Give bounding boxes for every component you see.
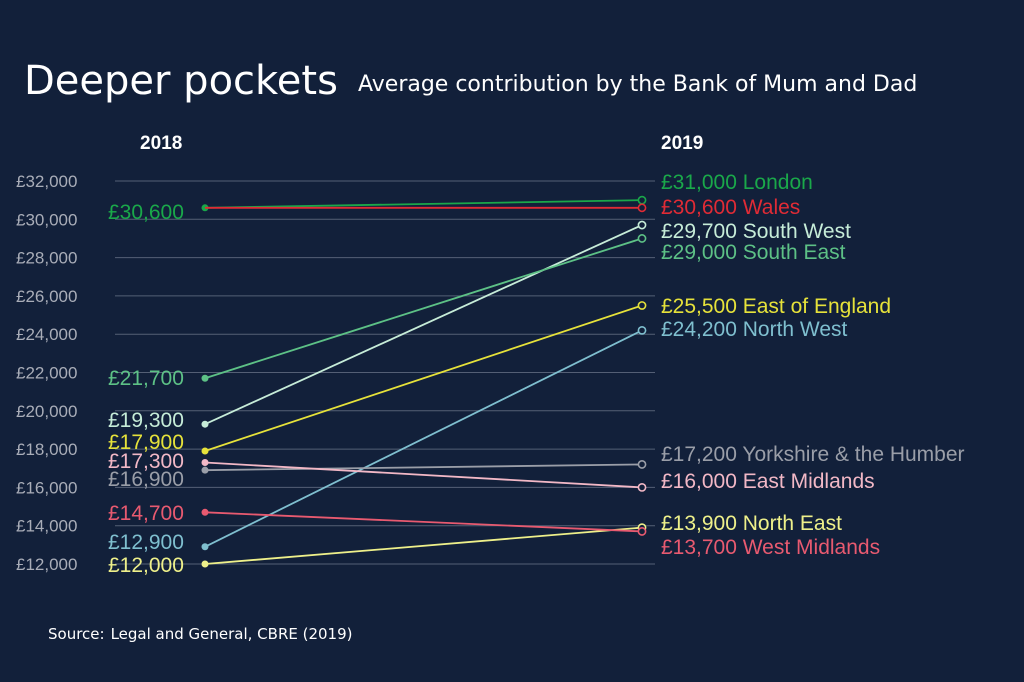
y-tick-label: £22,000 bbox=[16, 364, 77, 383]
series-line bbox=[204, 224, 643, 426]
series-line bbox=[204, 199, 643, 209]
data-label-2019: £17,200 Yorkshire & the Humber bbox=[661, 443, 965, 466]
point-2018 bbox=[201, 420, 209, 428]
data-label-2018: £12,900 bbox=[108, 531, 184, 554]
data-label-2019: £29,700 South West bbox=[661, 220, 851, 243]
point-2018 bbox=[201, 374, 209, 382]
data-label-2019: £29,000 South East bbox=[661, 241, 846, 264]
series-line bbox=[204, 304, 643, 452]
point-2018 bbox=[201, 447, 209, 455]
point-2018 bbox=[201, 466, 209, 474]
point-2019 bbox=[637, 220, 647, 230]
source-text: Legal and General, CBRE (2019) bbox=[110, 625, 353, 643]
point-2019 bbox=[637, 301, 647, 310]
data-label-2019: £31,000 London bbox=[661, 171, 813, 194]
data-label-2018: £12,000 bbox=[108, 554, 184, 577]
point-2019 bbox=[637, 460, 647, 469]
point-2019 bbox=[637, 325, 647, 335]
point-2019 bbox=[637, 482, 647, 492]
series-line bbox=[204, 526, 643, 565]
data-label-2018: £21,700 bbox=[108, 367, 184, 390]
point-2019 bbox=[637, 203, 647, 213]
data-label-2019: £13,700 West Midlands bbox=[661, 536, 880, 559]
column-header-2018: 2018 bbox=[140, 133, 183, 154]
column-header-2019: 2019 bbox=[661, 133, 704, 154]
data-label-2019: £13,900 North East bbox=[661, 512, 842, 535]
y-tick-label: £12,000 bbox=[16, 555, 77, 574]
point-2019 bbox=[637, 234, 647, 243]
y-tick-label: £30,000 bbox=[16, 210, 77, 229]
source-label: Source: bbox=[48, 625, 105, 643]
point-2018 bbox=[201, 543, 209, 551]
y-tick-label: £24,000 bbox=[16, 325, 77, 344]
chart-subtitle: Average contribution by the Bank of Mum … bbox=[358, 72, 918, 97]
series-line bbox=[204, 461, 643, 489]
data-label-2018: £19,300 bbox=[108, 409, 184, 432]
y-tick-label: £28,000 bbox=[16, 249, 77, 268]
data-label-2019: £25,500 East of England bbox=[661, 295, 891, 318]
point-2018 bbox=[201, 508, 209, 516]
source-note: Source: Legal and General, CBRE (2019) bbox=[48, 625, 359, 643]
chart-title: Deeper pockets bbox=[24, 58, 338, 104]
data-label-2019: £16,000 East Midlands bbox=[661, 470, 875, 493]
y-tick-label: £20,000 bbox=[16, 402, 77, 421]
point-2019 bbox=[637, 527, 647, 536]
data-label-2018: £17,300 bbox=[108, 450, 184, 473]
point-2019 bbox=[637, 195, 647, 205]
data-label-2019: £24,200 North West bbox=[661, 318, 848, 341]
series-line bbox=[204, 329, 643, 548]
y-tick-label: £26,000 bbox=[16, 287, 77, 306]
series-line bbox=[204, 511, 643, 533]
y-tick-label: £32,000 bbox=[16, 172, 77, 191]
data-label-2018: £16,900 bbox=[108, 468, 184, 491]
point-2018 bbox=[201, 459, 209, 467]
y-tick-label: £14,000 bbox=[16, 517, 77, 536]
y-tick-label: £16,000 bbox=[16, 478, 77, 497]
y-tick-label: £18,000 bbox=[16, 440, 77, 459]
data-label-2018: £30,600 bbox=[108, 201, 184, 224]
point-2018 bbox=[201, 560, 209, 568]
data-label-2018: £17,900 bbox=[108, 431, 184, 454]
series-line bbox=[204, 463, 643, 472]
data-label-2019: £30,600 Wales bbox=[661, 196, 800, 219]
data-label-2018: £14,700 bbox=[108, 502, 184, 525]
series-line bbox=[204, 237, 643, 380]
